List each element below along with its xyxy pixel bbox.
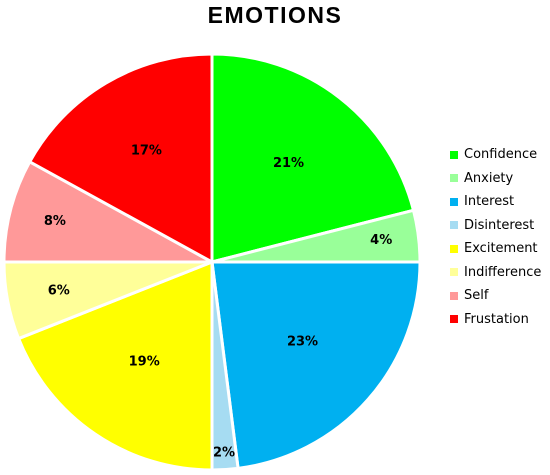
legend-swatch	[450, 174, 458, 182]
legend-item-confidence: Confidence	[450, 144, 550, 165]
legend-item-excitement: Excitement	[450, 238, 550, 259]
pie-slice-self	[2, 160, 214, 264]
slice-label-self: 8%	[44, 214, 66, 229]
pie-slice-interest	[210, 260, 422, 470]
legend-item-frustation: Frustation	[450, 309, 550, 330]
legend-label: Frustation	[464, 311, 529, 327]
legend-swatch	[450, 315, 458, 323]
slice-label-interest: 23%	[287, 334, 318, 349]
legend-swatch	[450, 197, 458, 206]
legend-label: Anxiety	[464, 170, 514, 186]
legend-item-indifference: Indifference	[450, 262, 550, 283]
chart-legend: Confidence Anxiety Interest Disinterest Exci…	[450, 144, 550, 332]
slice-label-disinterest: 2%	[213, 446, 235, 461]
slice-label-frustation: 17%	[131, 144, 162, 159]
legend-label: Indifference	[464, 264, 542, 280]
legend-label: Interest	[464, 194, 515, 209]
legend-swatch	[450, 268, 458, 276]
legend-item-disinterest: Disinterest	[450, 215, 550, 236]
slice-label-excitement: 19%	[129, 354, 160, 369]
legend-swatch	[450, 244, 458, 253]
legend-item-self: Self	[450, 285, 550, 306]
slice-label-indifference: 6%	[48, 284, 70, 299]
legend-swatch	[450, 221, 458, 229]
pie-slice-excitement	[17, 260, 214, 472]
pie-slice-frustation	[28, 52, 214, 264]
slice-label-confidence: 21%	[273, 156, 304, 171]
pie-slice-confidence	[210, 52, 415, 264]
legend-item-anxiety: Anxiety	[450, 168, 550, 189]
legend-item-interest: Interest	[450, 191, 550, 212]
legend-swatch	[450, 150, 458, 159]
legend-label: Disinterest	[464, 217, 535, 233]
legend-label: Excitement	[464, 241, 538, 256]
legend-label: Self	[464, 288, 489, 303]
chart-title: EMOTIONS	[207, 2, 343, 28]
legend-swatch	[450, 291, 458, 300]
legend-label: Confidence	[464, 147, 538, 162]
slice-label-anxiety: 4%	[370, 233, 392, 248]
